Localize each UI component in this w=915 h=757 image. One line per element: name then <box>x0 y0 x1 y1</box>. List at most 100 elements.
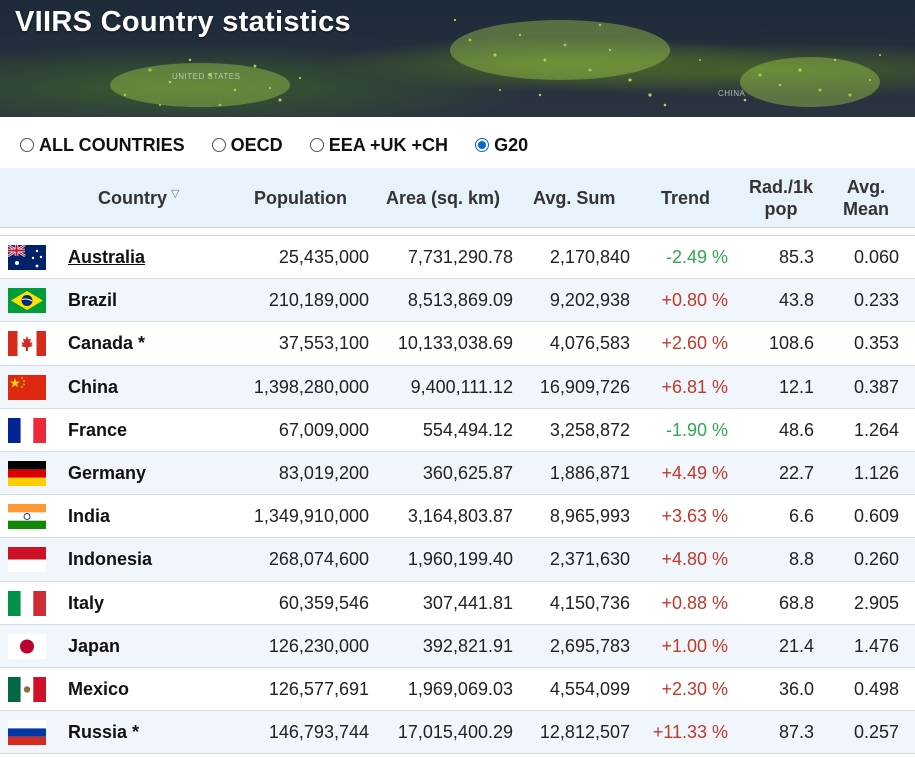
filter-funnel-icon[interactable]: ▽ <box>171 187 180 200</box>
country-name[interactable]: Russia * <box>68 722 140 743</box>
population-value: 25,435,000 <box>278 247 369 267</box>
rad-per-1k-pop-value: 12.1 <box>778 376 814 397</box>
canada-flag-icon <box>8 331 46 357</box>
table-row[interactable]: Italy 60,359,546 307,441.81 4,150,736 +0… <box>0 582 915 625</box>
country-name[interactable]: Brazil <box>68 290 118 311</box>
rad-per-1k-pop-value: 8.8 <box>788 549 814 570</box>
population-value: 60,359,546 <box>278 592 369 613</box>
table-row[interactable]: Canada * 37,553,100 10,133,038.69 4,076,… <box>0 322 915 366</box>
avg-mean-value: 0.060 <box>853 247 899 267</box>
area-value: 554,494.12 <box>422 419 513 440</box>
trend-value: +1.00 % <box>661 635 728 656</box>
table-row[interactable]: France 67,009,000 554,494.12 3,258,872 -… <box>0 409 915 452</box>
country-name[interactable]: Italy <box>68 592 105 613</box>
table-row[interactable]: Mexico 126,577,691 1,969,069.03 4,554,09… <box>0 668 915 712</box>
radio-g20[interactable]: G20 <box>475 135 528 156</box>
population-value: 37,553,100 <box>278 333 369 354</box>
avg-mean-value: 0.233 <box>853 290 899 311</box>
column-header-label: Rad./1k <box>748 177 814 197</box>
country-name[interactable]: Indonesia <box>68 549 153 570</box>
table-header: Country ▽ Population Area (sq. km) Avg. … <box>0 168 915 228</box>
avg-sum-value: 2,371,630 <box>549 549 630 570</box>
radio-all-countries[interactable]: ALL COUNTRIES <box>20 135 185 156</box>
country-name[interactable]: Germany <box>68 462 147 483</box>
population-value: 1,349,910,000 <box>253 506 369 527</box>
population-value: 83,019,200 <box>278 462 369 483</box>
country-group-filter: ALL COUNTRIES OECD EEA +UK +CH G20 <box>20 133 555 157</box>
trend-value: +3.63 % <box>661 506 728 527</box>
area-value: 9,400,111.12 <box>410 376 513 397</box>
italy-flag-icon <box>8 590 46 616</box>
population-value: 146,793,744 <box>268 722 369 743</box>
australia-flag-icon <box>8 245 46 270</box>
table-row[interactable]: Brazil 210,189,000 8,513,869.09 9,202,93… <box>0 279 915 323</box>
country-name[interactable]: France <box>68 419 128 440</box>
radio-button-selected[interactable] <box>475 138 490 152</box>
brazil-flag-icon <box>8 288 46 314</box>
radio-eea-uk-ch[interactable]: EEA +UK +CH <box>309 135 448 156</box>
area-value: 392,821.91 <box>422 635 513 656</box>
avg-sum-value: 4,076,583 <box>549 333 630 354</box>
table-row[interactable]: Japan 126,230,000 392,821.91 2,695,783 +… <box>0 624 915 668</box>
area-value: 3,164,803.87 <box>407 506 513 527</box>
trend-value: +4.80 % <box>661 549 728 570</box>
trend-value: +11.33 % <box>652 722 728 743</box>
japan-flag-icon <box>8 633 46 659</box>
population-value: 1,398,280,000 <box>253 376 369 397</box>
germany-flag-icon <box>8 460 46 486</box>
country-name[interactable]: Japan <box>68 635 121 656</box>
area-value: 360,625.87 <box>422 462 513 483</box>
column-header-label: Avg. <box>846 177 886 197</box>
country-name[interactable]: India <box>68 506 111 527</box>
avg-sum-value: 16,909,726 <box>539 376 630 397</box>
population-value: 67,009,000 <box>278 419 369 440</box>
trend-value: +0.88 % <box>661 592 728 613</box>
country-name[interactable]: Canada * <box>68 333 146 354</box>
area-value: 8,513,869.09 <box>407 290 513 311</box>
rad-per-1k-pop-value: 108.6 <box>768 333 814 354</box>
radio-oecd[interactable]: OECD <box>211 135 283 156</box>
radio-button[interactable] <box>309 138 324 152</box>
mexico-flag-icon <box>8 676 46 702</box>
column-header-avg-sum[interactable]: Avg. Sum <box>533 187 616 208</box>
table-row[interactable]: India 1,349,910,000 3,164,803.87 8,965,9… <box>0 495 915 539</box>
country-name[interactable]: China <box>68 376 119 397</box>
avg-mean-value: 1.264 <box>853 419 899 440</box>
column-header-country[interactable]: Country ▽ <box>98 168 179 228</box>
map-label-china: CHINA <box>718 89 746 98</box>
radio-button[interactable] <box>20 138 34 152</box>
population-value: 210,189,000 <box>268 290 369 311</box>
area-value: 17,015,400.29 <box>397 722 513 743</box>
table-row[interactable]: Germany 83,019,200 360,625.87 1,886,871 … <box>0 451 915 496</box>
table-row[interactable]: Russia * 146,793,744 17,015,400.29 12,81… <box>0 711 915 755</box>
column-header-rad-per-1k-pop[interactable]: Rad./1k pop <box>744 168 818 228</box>
avg-sum-value: 1,886,871 <box>549 462 630 483</box>
table-body: Australia 25,435,000 7,731,290.78 2,170,… <box>0 236 915 755</box>
avg-mean-value: 0.353 <box>853 333 899 354</box>
table-row[interactable]: China 1,398,280,000 9,400,111.12 16,909,… <box>0 365 915 409</box>
column-header-population[interactable]: Population <box>254 187 347 208</box>
table-row[interactable]: Australia 25,435,000 7,731,290.78 2,170,… <box>0 236 915 280</box>
area-value: 7,731,290.78 <box>407 247 513 267</box>
avg-sum-value: 4,150,736 <box>549 592 630 613</box>
indonesia-flag-icon <box>8 547 46 573</box>
table-row[interactable]: Indonesia 268,074,600 1,960,199.40 2,371… <box>0 538 915 582</box>
radio-button[interactable] <box>211 138 226 152</box>
column-header-avg-mean[interactable]: Avg. Mean <box>836 168 896 228</box>
column-header-label: pop <box>764 199 798 219</box>
country-name[interactable]: Australia <box>68 247 146 267</box>
rad-per-1k-pop-value: 68.8 <box>778 592 814 613</box>
rad-per-1k-pop-value: 6.6 <box>788 506 814 527</box>
rad-per-1k-pop-value: 43.8 <box>778 290 814 311</box>
column-header-area[interactable]: Area (sq. km) <box>386 187 501 208</box>
area-value: 10,133,038.69 <box>397 333 513 354</box>
column-header-trend[interactable]: Trend <box>661 187 711 208</box>
avg-mean-value: 1.126 <box>853 462 899 483</box>
night-lights-map <box>110 18 881 107</box>
avg-sum-value: 3,258,872 <box>549 419 630 440</box>
population-value: 126,230,000 <box>268 635 369 656</box>
country-name[interactable]: Mexico <box>68 678 130 699</box>
france-flag-icon <box>8 417 46 443</box>
avg-sum-value: 2,170,840 <box>549 247 630 267</box>
india-flag-icon <box>8 504 46 530</box>
